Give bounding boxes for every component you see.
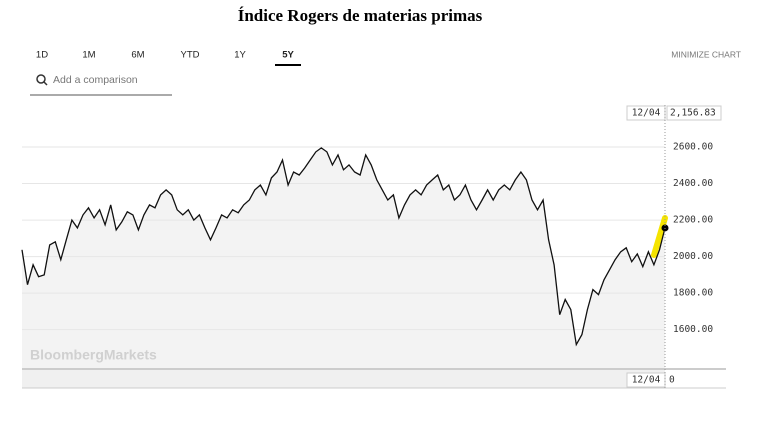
y-tick-label: 1800.00 bbox=[673, 288, 713, 299]
volume-date: 12/04 bbox=[632, 375, 661, 386]
y-tick-label: 2600.00 bbox=[673, 142, 713, 153]
watermark: BloombergMarkets bbox=[30, 347, 157, 363]
last-date: 12/04 bbox=[632, 108, 661, 119]
search-icon bbox=[36, 74, 46, 84]
tab[interactable]: 1M bbox=[82, 50, 95, 61]
y-tick-label: 2200.00 bbox=[673, 215, 713, 226]
price-box bbox=[666, 105, 722, 121]
date-box bbox=[626, 105, 666, 121]
minimize-chart[interactable]: MINIMIZE CHART bbox=[671, 49, 741, 59]
tab[interactable]: 5Y bbox=[282, 50, 294, 61]
last-price: 2,156.83 bbox=[670, 108, 716, 119]
area bbox=[22, 147, 665, 368]
volume-strip bbox=[22, 370, 665, 388]
date-box bbox=[626, 372, 666, 388]
tab[interactable]: 1Y bbox=[234, 50, 246, 61]
last-point bbox=[661, 224, 669, 232]
volume-value: 0 bbox=[669, 375, 675, 386]
tab[interactable]: YTD bbox=[181, 50, 200, 61]
search-input[interactable]: Add a comparison bbox=[53, 74, 138, 86]
plot: 1600.00 1800.00 2000.00 2200.00 2400.00 2600.… bbox=[21, 105, 722, 388]
highlight bbox=[651, 215, 668, 258]
y-tick-label: 2400.00 bbox=[673, 178, 713, 189]
line bbox=[21, 147, 666, 347]
tab[interactable]: 6M bbox=[131, 50, 144, 61]
tabs: 1D 1M 6M YTD 1Y 5Y bbox=[36, 50, 301, 66]
y-tick-label: 1600.00 bbox=[673, 324, 713, 335]
y-tick-label: 2000.00 bbox=[673, 251, 713, 262]
title: Índice Rogers de materias primas bbox=[238, 6, 483, 25]
search-icon bbox=[43, 81, 48, 86]
tab[interactable]: 1D bbox=[36, 50, 48, 61]
